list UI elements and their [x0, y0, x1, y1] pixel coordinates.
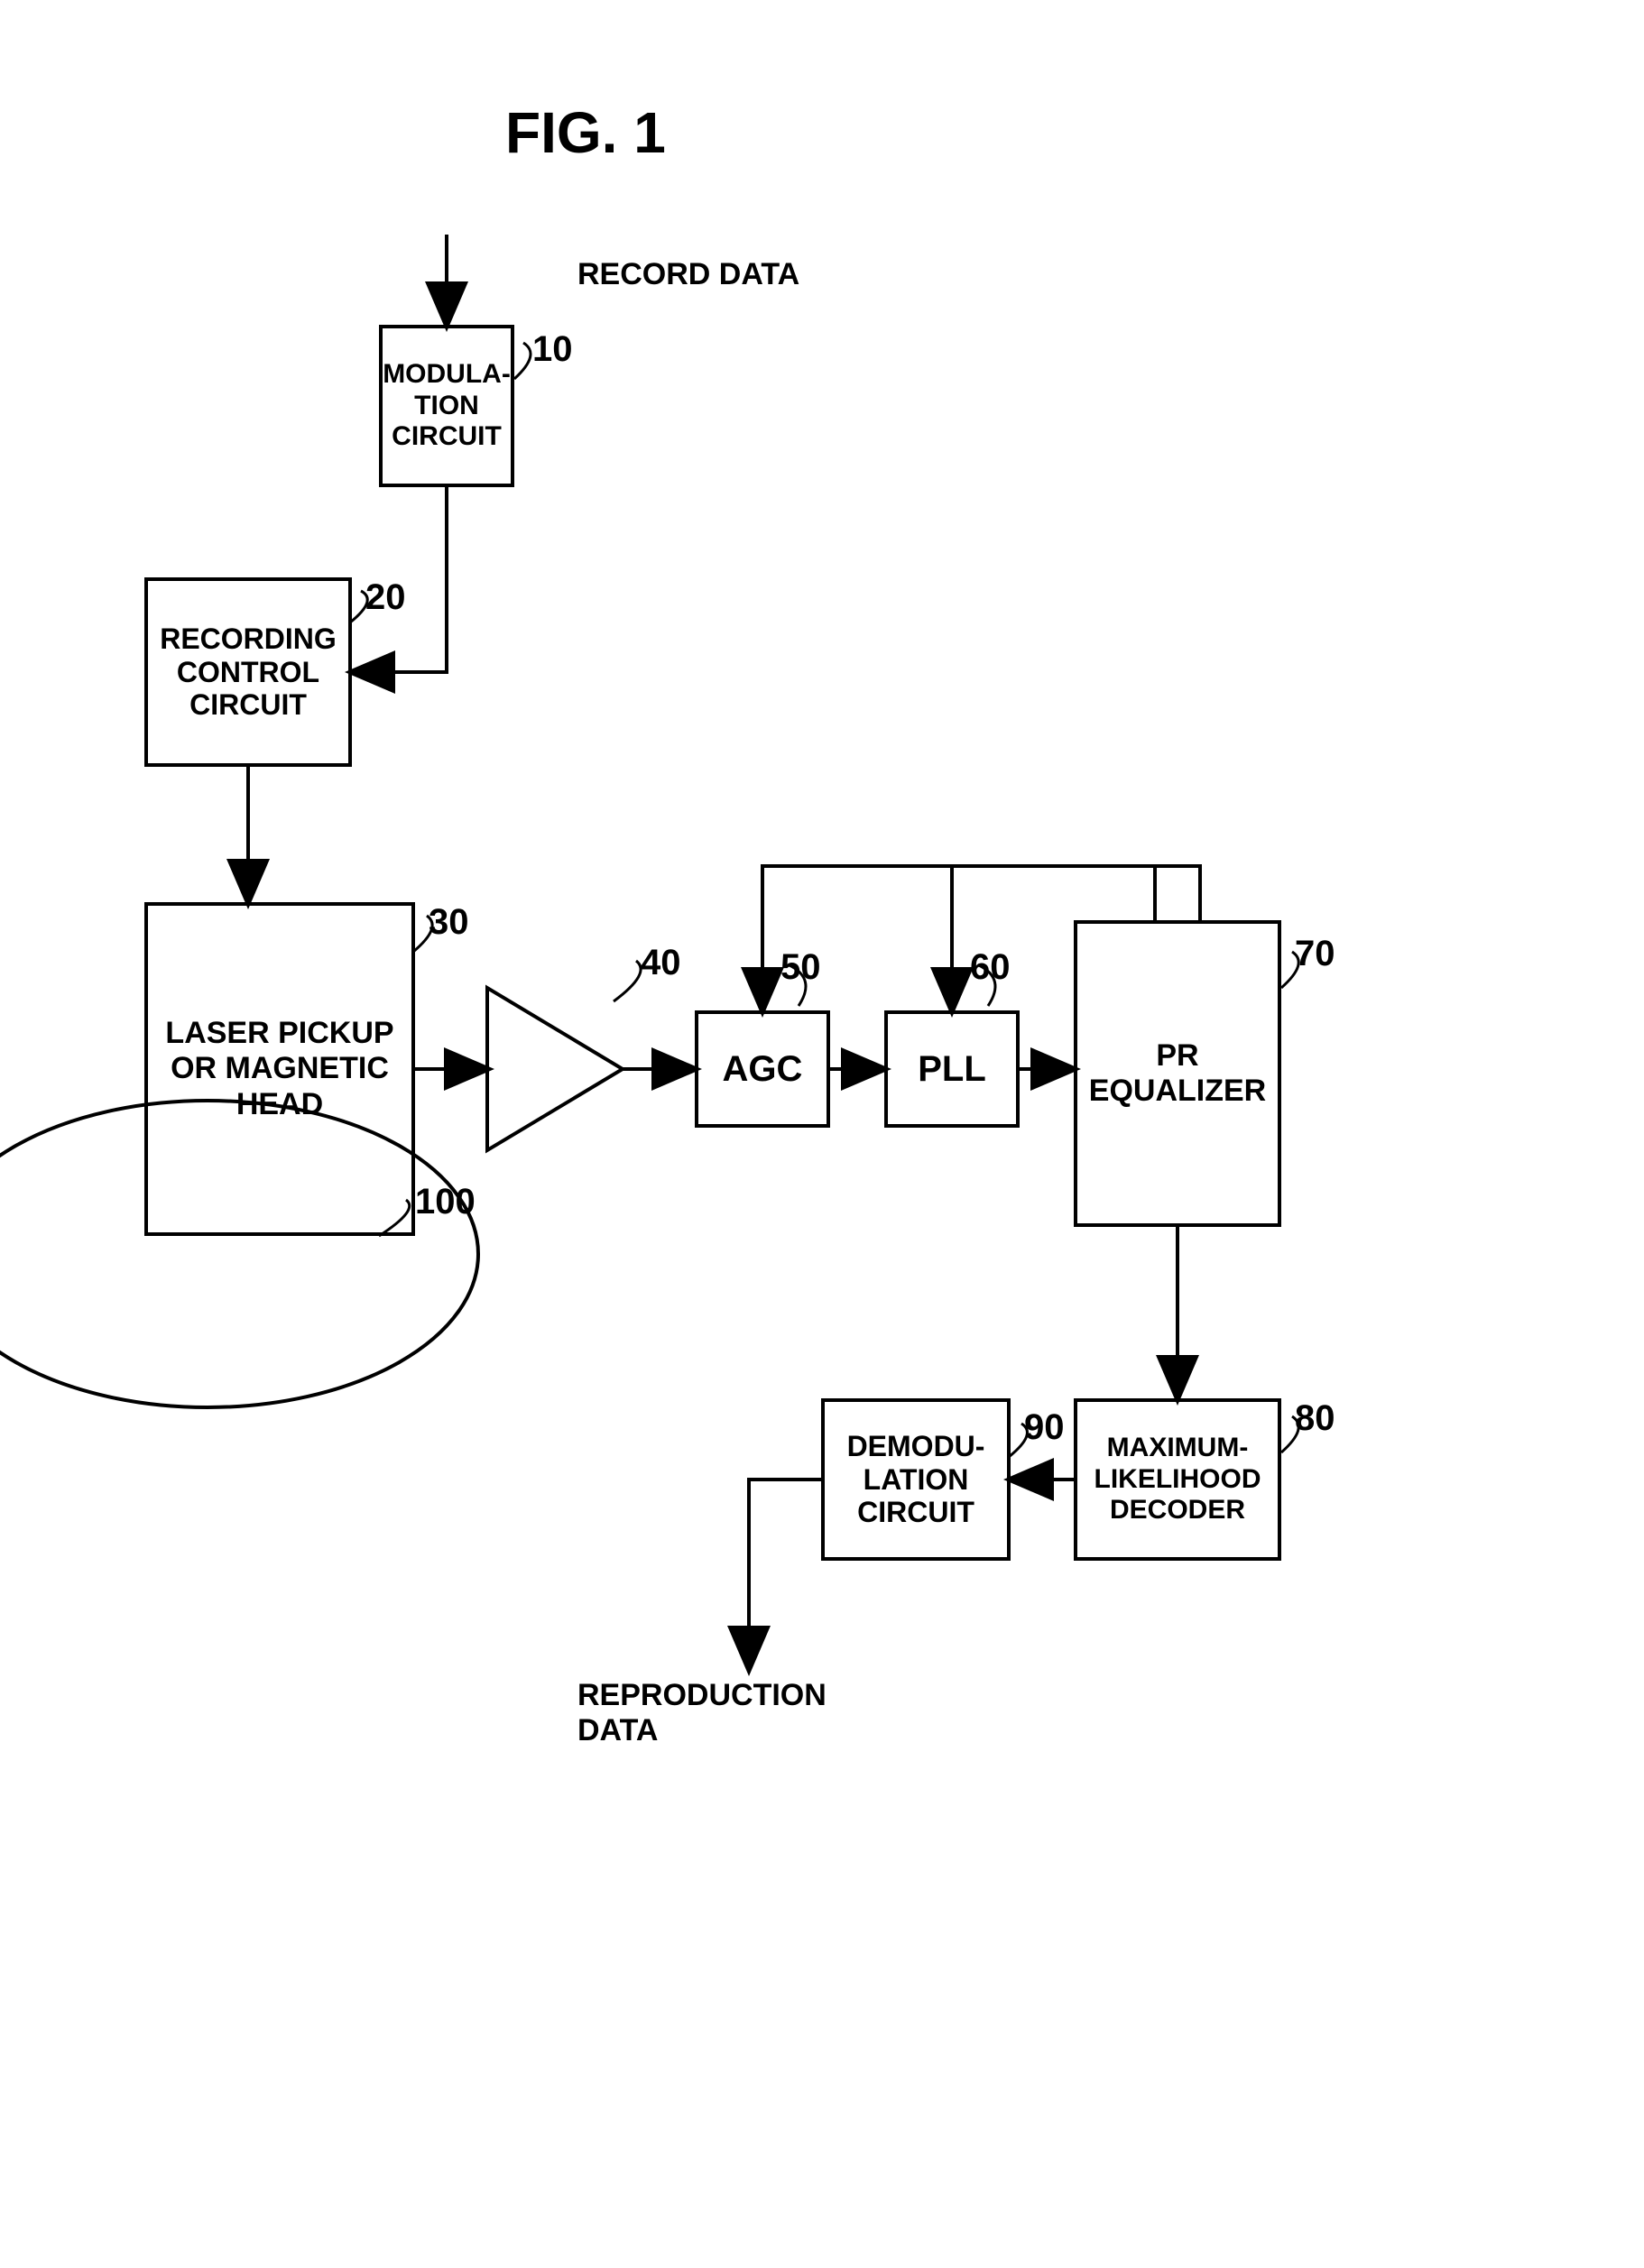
ref-100: 100 [415, 1182, 476, 1222]
record-data-label: RECORD DATA [577, 257, 799, 292]
pickup-head-text: LASER PICKUP OR MAGNETIC HEAD [153, 1016, 406, 1121]
ref-50: 50 [780, 947, 821, 988]
reproduction-data-label: REPRODUCTION DATA [577, 1678, 827, 1748]
agc-box: AGC [695, 1010, 830, 1128]
demodulation-text: DEMODU- LATION CIRCUIT [830, 1430, 1002, 1529]
pll-box: PLL [884, 1010, 1020, 1128]
ref-90: 90 [1024, 1407, 1065, 1448]
demodulation-box: DEMODU- LATION CIRCUIT [821, 1398, 1011, 1561]
max-likelihood-text: MAXIMUM- LIKELIHOOD DECODER [1083, 1433, 1272, 1526]
ref-30: 30 [429, 902, 469, 943]
ref-80: 80 [1295, 1398, 1335, 1439]
ref-60: 60 [970, 947, 1011, 988]
figure-title: FIG. 1 [505, 99, 666, 166]
pr-equalizer-box: PR EQUALIZER [1074, 920, 1281, 1227]
pll-text: PLL [918, 1048, 986, 1090]
modulation-circuit-text: MODULA- TION CIRCUIT [383, 359, 511, 453]
agc-text: AGC [723, 1048, 803, 1090]
modulation-circuit-box: MODULA- TION CIRCUIT [379, 325, 514, 487]
pickup-head-box: LASER PICKUP OR MAGNETIC HEAD [144, 902, 415, 1236]
recording-control-box: RECORDING CONTROL CIRCUIT [144, 577, 352, 767]
ref-10: 10 [532, 329, 573, 370]
pr-equalizer-text: PR EQUALIZER [1083, 1038, 1272, 1109]
recording-control-text: RECORDING CONTROL CIRCUIT [153, 622, 343, 722]
ref-20: 20 [365, 577, 406, 618]
ref-70: 70 [1295, 934, 1335, 974]
max-likelihood-box: MAXIMUM- LIKELIHOOD DECODER [1074, 1398, 1281, 1561]
ref-40: 40 [641, 943, 681, 983]
